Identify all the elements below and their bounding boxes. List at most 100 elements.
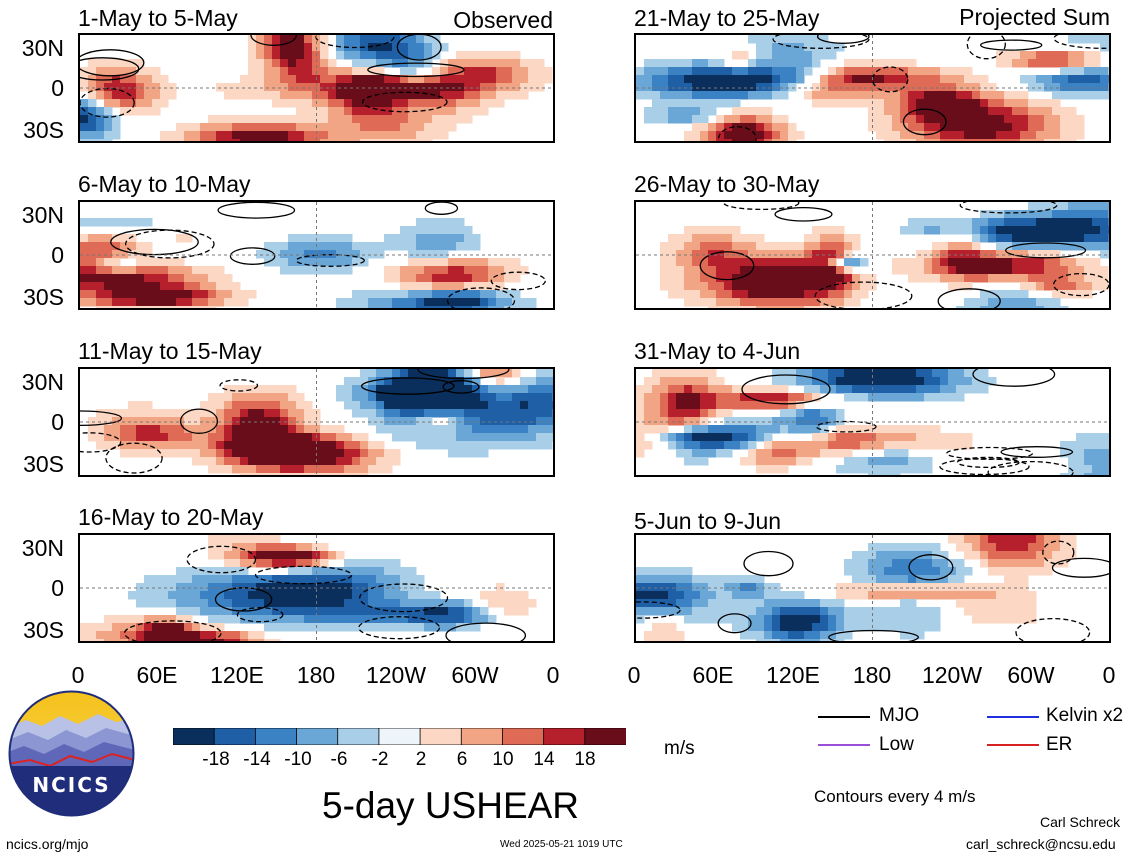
- shear-anomaly-cell: [740, 599, 749, 608]
- shear-anomaly-cell: [80, 250, 89, 259]
- shear-anomaly-cell: [1092, 210, 1101, 219]
- shear-anomaly-cell: [820, 282, 829, 291]
- shear-anomaly-cell: [416, 441, 425, 450]
- shear-anomaly-cell: [448, 599, 457, 608]
- shear-anomaly-cell: [964, 433, 973, 442]
- shear-anomaly-cell: [128, 266, 137, 275]
- shear-anomaly-cell: [756, 75, 765, 84]
- shear-anomaly-cell: [1100, 282, 1109, 291]
- shear-anomaly-cell: [496, 369, 505, 378]
- shear-anomaly-cell: [940, 567, 949, 576]
- shear-anomaly-cell: [908, 441, 917, 450]
- shear-anomaly-cell: [440, 409, 449, 418]
- shear-anomaly-cell: [464, 91, 473, 100]
- shear-anomaly-cell: [756, 607, 765, 616]
- shear-anomaly-cell: [336, 473, 345, 475]
- shear-anomaly-cell: [392, 607, 401, 616]
- shear-anomaly-cell: [472, 298, 481, 307]
- shear-anomaly-cell: [88, 107, 97, 116]
- shear-anomaly-cell: [160, 591, 169, 600]
- shear-anomaly-cell: [1100, 266, 1109, 275]
- shear-anomaly-cell: [480, 607, 489, 616]
- shear-anomaly-cell: [652, 369, 661, 378]
- shear-anomaly-cell: [724, 75, 733, 84]
- shear-anomaly-cell: [424, 409, 433, 418]
- shear-anomaly-cell: [788, 306, 797, 308]
- shear-anomaly-cell: [352, 377, 361, 386]
- shear-anomaly-cell: [644, 409, 653, 418]
- shear-anomaly-cell: [456, 83, 465, 92]
- shear-anomaly-cell: [120, 282, 129, 291]
- shear-anomaly-cell: [264, 457, 273, 466]
- shear-anomaly-cell: [368, 559, 377, 568]
- shear-anomaly-cell: [764, 123, 773, 132]
- shear-anomaly-cell: [184, 282, 193, 291]
- shear-anomaly-cell: [88, 115, 97, 124]
- shear-anomaly-cell: [1068, 202, 1077, 211]
- footer-email[interactable]: carl_schreck@ncsu.edu: [966, 836, 1116, 852]
- shear-anomaly-cell: [448, 59, 457, 68]
- shear-anomaly-cell: [756, 591, 765, 600]
- shear-anomaly-cell: [288, 449, 297, 458]
- shear-anomaly-cell: [328, 599, 337, 608]
- shear-anomaly-cell: [700, 115, 709, 124]
- shear-anomaly-cell: [700, 67, 709, 76]
- shear-anomaly-cell: [160, 425, 169, 434]
- shear-anomaly-cell: [216, 543, 225, 552]
- shear-anomaly-cell: [416, 218, 425, 227]
- colorbar-swatch: [296, 727, 339, 746]
- shear-anomaly-cell: [408, 607, 417, 616]
- shear-anomaly-cell: [764, 83, 773, 92]
- shear-anomaly-cell: [780, 115, 789, 124]
- shear-anomaly-cell: [772, 417, 781, 426]
- shear-anomaly-cell: [424, 401, 433, 410]
- shear-anomaly-cell: [400, 567, 409, 576]
- shear-anomaly-cell: [232, 298, 241, 307]
- shear-anomaly-cell: [376, 425, 385, 434]
- shear-anomaly-cell: [756, 59, 765, 68]
- shear-anomaly-cell: [384, 583, 393, 592]
- shear-anomaly-cell: [764, 131, 773, 140]
- shear-anomaly-cell: [96, 409, 105, 418]
- shear-anomaly-cell: [344, 123, 353, 132]
- shear-anomaly-cell: [820, 615, 829, 624]
- footer-site-link[interactable]: ncics.org/mjo: [6, 836, 89, 852]
- shear-anomaly-cell: [836, 250, 845, 259]
- shear-anomaly-cell: [120, 639, 129, 641]
- shear-anomaly-cell: [272, 623, 281, 632]
- shear-anomaly-cell: [192, 583, 201, 592]
- shear-anomaly-cell: [1012, 115, 1021, 124]
- shear-anomaly-cell: [296, 607, 305, 616]
- shear-anomaly-cell: [724, 290, 733, 299]
- shear-anomaly-cell: [400, 131, 409, 140]
- shear-anomaly-cell: [480, 449, 489, 458]
- shear-anomaly-cell: [796, 306, 805, 308]
- shear-anomaly-cell: [844, 91, 853, 100]
- shear-anomaly-cell: [152, 274, 161, 283]
- shear-anomaly-cell: [392, 266, 401, 275]
- shear-anomaly-cell: [660, 425, 669, 434]
- shear-anomaly-cell: [360, 449, 369, 458]
- shear-anomaly-cell: [820, 43, 829, 52]
- shear-anomaly-cell: [948, 83, 957, 92]
- shear-anomaly-cell: [400, 433, 409, 442]
- shear-anomaly-cell: [988, 591, 997, 600]
- shear-anomaly-cell: [684, 575, 693, 584]
- shear-anomaly-cell: [232, 425, 241, 434]
- shear-anomaly-cell: [924, 250, 933, 259]
- shear-anomaly-cell: [668, 290, 677, 299]
- shear-anomaly-cell: [772, 393, 781, 402]
- shear-anomaly-cell: [248, 139, 257, 141]
- shear-anomaly-cell: [772, 43, 781, 52]
- shear-anomaly-cell: [544, 441, 553, 450]
- shear-anomaly-cell: [1044, 83, 1053, 92]
- shear-anomaly-cell: [924, 258, 933, 267]
- shear-anomaly-cell: [144, 425, 153, 434]
- shear-anomaly-cell: [104, 425, 113, 434]
- shear-anomaly-cell: [104, 234, 113, 243]
- shear-anomaly-cell: [280, 543, 289, 552]
- shear-anomaly-cell: [336, 242, 345, 251]
- shear-anomaly-cell: [844, 234, 853, 243]
- shear-anomaly-cell: [128, 449, 137, 458]
- shear-anomaly-cell: [448, 123, 457, 132]
